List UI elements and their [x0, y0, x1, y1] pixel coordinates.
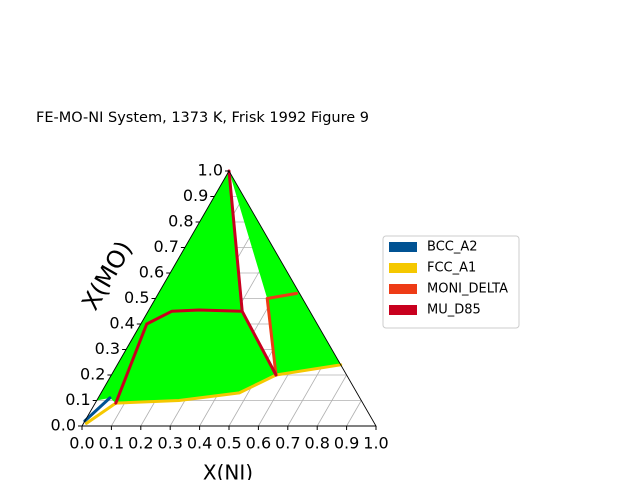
- legend: BCC_A2 FCC_A1 MONI_DELTA MU_D85: [382, 235, 520, 329]
- legend-swatch: [389, 284, 417, 294]
- x-tick-label: 0.1: [99, 434, 124, 453]
- y-tick-label: 0.1: [65, 390, 90, 409]
- y-tick-label: 0.5: [124, 288, 149, 307]
- y-tick-label: 1.0: [198, 161, 223, 180]
- grid-line: [346, 400, 362, 427]
- y-tick-label: 0.2: [80, 365, 105, 384]
- y-tick-label: 0.6: [139, 263, 164, 282]
- x-tick-label: 0.4: [187, 434, 212, 453]
- phase-region: [96, 171, 341, 404]
- x-axis-label: X(NI): [203, 461, 253, 480]
- legend-label: FCC_A1: [427, 261, 476, 276]
- phase-boundary: [114, 169, 278, 405]
- phase-boundary: [265, 291, 299, 377]
- phase-boundary: [83, 396, 112, 423]
- x-tick-label: 0.7: [275, 434, 300, 453]
- x-tick-label: 0.3: [157, 434, 182, 453]
- x-tick-label: 0.2: [128, 434, 153, 453]
- x-tick-label: 0.9: [334, 434, 359, 453]
- y-tick-label: 0.3: [95, 339, 120, 358]
- y-tick-label: 0.7: [153, 237, 178, 256]
- legend-label: MONI_DELTA: [427, 282, 508, 297]
- x-tick-label: 0.5: [216, 434, 241, 453]
- legend-swatch: [389, 305, 417, 315]
- y-tick-label: 0.9: [183, 186, 208, 205]
- x-tick-label: 1.0: [363, 434, 388, 453]
- x-tick-label: 0.8: [304, 434, 329, 453]
- y-tick-label: 0.4: [109, 314, 134, 333]
- legend-swatch: [389, 263, 417, 273]
- phase-boundary: [84, 363, 343, 425]
- legend-label: MU_D85: [427, 303, 481, 318]
- legend-swatch: [389, 242, 417, 252]
- chart-title: FE-MO-NI System, 1373 K, Frisk 1992 Figu…: [36, 110, 369, 126]
- y-tick-label: 0.0: [51, 416, 76, 435]
- x-tick-label: 0.6: [246, 434, 271, 453]
- x-tick-label: 0.0: [69, 434, 94, 453]
- y-tick-label: 0.8: [168, 212, 193, 231]
- legend-label: BCC_A2: [427, 240, 478, 255]
